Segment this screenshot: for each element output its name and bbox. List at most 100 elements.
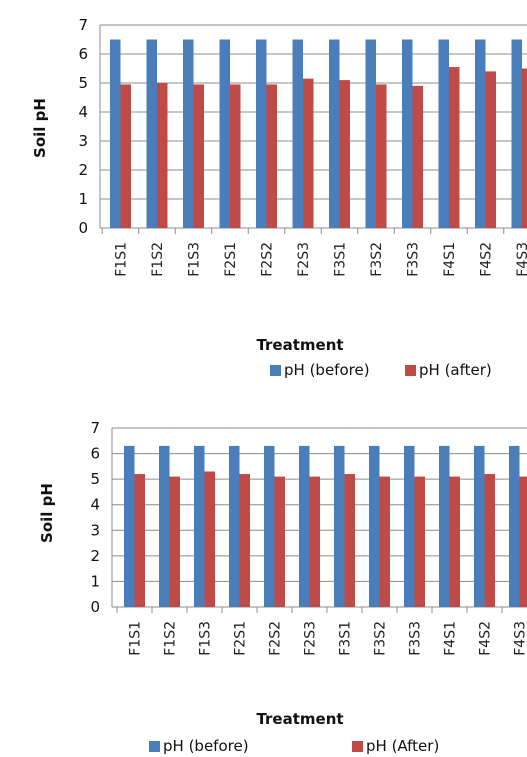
x-category-label: F4S1 — [443, 621, 459, 656]
bar-f3s2-series-1 — [365, 39, 376, 228]
bar-f3s3-series-2 — [412, 85, 423, 229]
bar-f3s3-series-1 — [404, 445, 415, 607]
y-tick-label: 3 — [90, 521, 100, 539]
bar-f1s2-series-2 — [157, 83, 168, 228]
y-tick-label: 5 — [90, 470, 100, 488]
bar-f3s1-series-1 — [334, 445, 345, 607]
bar-f3s2-series-2 — [379, 476, 390, 607]
y-axis-title: Soil pH — [31, 98, 49, 158]
y-axis-title: Soil pH — [38, 483, 56, 543]
x-category-label: F4S1 — [442, 242, 458, 277]
bar-f4s1-series-1 — [438, 39, 449, 228]
bar-f4s3-series-1 — [509, 445, 520, 607]
bar-f4s1-series-2 — [449, 476, 460, 607]
bar-f1s1-series-2 — [134, 474, 145, 607]
y-tick-label: 7 — [90, 419, 100, 437]
x-category-label: F2S3 — [296, 242, 312, 277]
bar-f2s1-series-2 — [239, 474, 250, 607]
x-category-label: F3S1 — [333, 242, 349, 277]
legend-label-series-1: pH (before) — [284, 361, 370, 379]
y-tick-label: 6 — [78, 45, 88, 63]
y-tick-label: 1 — [90, 572, 100, 590]
x-category-label: F2S2 — [268, 621, 284, 656]
bar-f4s3-series-2 — [522, 68, 527, 228]
bar-f1s1-series-1 — [110, 39, 121, 228]
y-tick-label: 1 — [78, 190, 88, 208]
x-category-label: F2S2 — [260, 242, 276, 277]
legend-swatch-series-1 — [149, 741, 160, 752]
bar-f1s1-series-2 — [120, 84, 131, 228]
bar-f4s3-series-2 — [519, 476, 527, 607]
bar-f2s3-series-1 — [299, 445, 310, 607]
x-category-label: F2S1 — [233, 621, 249, 656]
chart-panel-2: 0 1 2 3 4 5 6 7 F1S1 F1S2 F1S3 F2S1 F2S2 F2S3 F3S1 F3S2… — [0, 400, 527, 757]
x-category-label: F1S3 — [198, 621, 214, 656]
soil-ph-chart-2: 0 1 2 3 4 5 6 7 F1S1 F1S2 F1S3 F2S1 F2S2 F2S3 F3S1 F3S2… — [38, 419, 527, 755]
x-category-label: F3S3 — [406, 242, 422, 277]
bar-f4s1-series-2 — [449, 67, 460, 228]
soil-ph-chart-1: 0 1 2 3 4 5 6 7 F1S1 F1S2 F1S3 F2S1 F2S2 F2S3 F3S1 F3S2… — [31, 16, 527, 379]
y-tick-label: 5 — [78, 74, 88, 92]
bar-f4s1-series-1 — [439, 445, 450, 607]
bar-f3s2-series-2 — [376, 84, 387, 228]
y-tick-label: 2 — [90, 547, 100, 565]
bar-f4s2-series-2 — [485, 71, 496, 229]
bar-f2s2-series-1 — [264, 445, 275, 607]
x-category-label: F4S3 — [515, 242, 527, 277]
bar-f2s1-series-1 — [219, 39, 230, 228]
legend-swatch-series-1 — [270, 365, 281, 376]
bar-f4s2-series-2 — [484, 474, 495, 607]
y-tick-label: 4 — [90, 496, 100, 514]
y-tick-label: 7 — [78, 16, 88, 34]
x-category-label: F1S3 — [187, 242, 203, 277]
x-category-label: F3S1 — [338, 621, 354, 656]
x-category-label: F1S1 — [114, 242, 130, 277]
bar-f2s2-series-2 — [266, 84, 277, 228]
bar-f1s3-series-2 — [204, 471, 215, 607]
bar-f3s2-series-1 — [369, 445, 380, 607]
bar-f2s2-series-2 — [274, 476, 285, 607]
x-category-label: F3S2 — [369, 242, 385, 277]
chart-panel-1: 0 1 2 3 4 5 6 7 F1S1 F1S2 F1S3 F2S1 F2S2 F2S3 F3S1 F3S2… — [31, 16, 527, 379]
x-category-label: F2S1 — [223, 242, 239, 277]
bar-f1s3-series-2 — [193, 84, 204, 228]
x-category-label: F1S2 — [150, 242, 166, 277]
x-category-label: F1S1 — [128, 621, 144, 656]
x-category-label: F1S2 — [163, 621, 179, 656]
bar-f2s3-series-1 — [292, 39, 303, 228]
bar-f1s1-series-1 — [124, 445, 135, 607]
bar-f3s1-series-2 — [339, 80, 350, 228]
x-category-label: F3S3 — [408, 621, 424, 656]
x-axis-title: Treatment — [256, 336, 343, 354]
legend-swatch-series-2 — [352, 741, 363, 752]
bar-f1s2-series-1 — [146, 39, 157, 228]
y-tick-label: 4 — [78, 103, 88, 121]
legend-label-series-2: pH (After) — [366, 737, 439, 755]
x-axis-title: Treatment — [256, 710, 343, 728]
x-category-label: F4S3 — [513, 621, 527, 656]
bar-f3s3-series-1 — [402, 39, 413, 228]
bar-f4s2-series-1 — [474, 445, 485, 607]
bar-f2s1-series-2 — [230, 84, 241, 228]
y-tick-label: 0 — [78, 219, 88, 237]
bar-f3s1-series-2 — [344, 474, 355, 607]
bar-f1s2-series-2 — [169, 476, 180, 607]
bar-f1s2-series-1 — [159, 445, 170, 607]
y-tick-label: 2 — [78, 161, 88, 179]
y-tick-label: 6 — [90, 445, 100, 463]
legend-label-series-1: pH (before) — [163, 737, 249, 755]
bar-f4s2-series-1 — [475, 39, 486, 228]
y-tick-label: 0 — [90, 598, 100, 616]
bar-f4s3-series-1 — [511, 39, 522, 228]
x-category-label: F2S3 — [303, 621, 319, 656]
bar-f2s3-series-2 — [309, 476, 320, 607]
legend-label-series-2: pH (after) — [419, 361, 492, 379]
legend-swatch-series-2 — [405, 365, 416, 376]
bar-f2s3-series-2 — [303, 78, 314, 229]
y-tick-label: 3 — [78, 132, 88, 150]
bar-f3s1-series-1 — [329, 39, 340, 228]
bar-f1s3-series-1 — [194, 445, 205, 607]
bar-f2s2-series-1 — [256, 39, 267, 228]
x-category-label: F4S2 — [478, 621, 494, 656]
x-category-label: F3S2 — [373, 621, 389, 656]
